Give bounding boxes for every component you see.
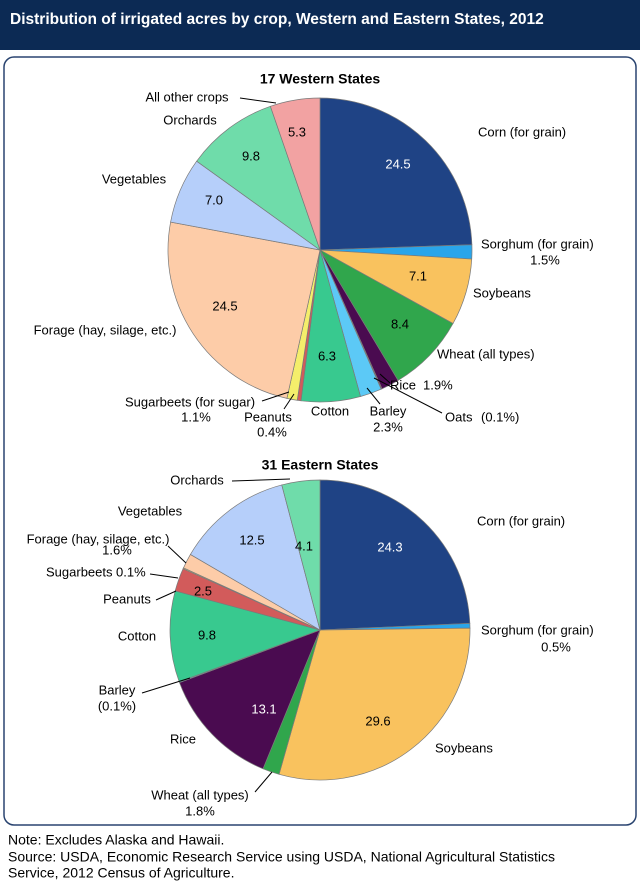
slice-label: Cotton <box>118 628 156 643</box>
value-label: 9.8 <box>242 148 260 163</box>
slice-label: Sugarbeets (for sugar) <box>125 394 255 409</box>
pie-slice <box>196 105 321 251</box>
slice-label: Corn (for grain) <box>477 513 565 528</box>
value-label: 8.4 <box>391 316 409 331</box>
slice-label: Peanuts <box>103 591 151 606</box>
value-label: 0.5% <box>541 639 571 654</box>
value-label: 0.1% <box>116 564 146 579</box>
slice-label: Vegetables <box>118 503 183 518</box>
leader-line <box>149 573 179 579</box>
pie-slice <box>319 97 473 251</box>
slice-label: Rice <box>170 731 196 746</box>
pie-slice <box>278 627 471 781</box>
value-label: 1.6% <box>102 542 132 557</box>
pie-slice <box>189 484 321 631</box>
slice-label: Oats <box>445 409 473 424</box>
header-bar <box>0 0 640 50</box>
value-label: (0.1%) <box>98 698 136 713</box>
leader-line <box>167 545 187 564</box>
value-label: 24.5 <box>212 298 237 313</box>
value-label: 24.5 <box>385 156 410 171</box>
leader-line <box>366 387 381 405</box>
note: Note: Excludes Alaska and Hawaii. <box>8 832 224 848</box>
value-label: 7.0 <box>205 192 223 207</box>
leader-line <box>379 373 391 384</box>
value-label: 24.3 <box>377 539 402 554</box>
leader-line <box>254 771 273 793</box>
pie-slice <box>269 97 321 251</box>
slice-label: Wheat (all types) <box>151 787 249 802</box>
slice-label: Orchards <box>163 112 217 127</box>
slice-label: Rice <box>390 377 416 392</box>
value-label: 5.3 <box>288 124 306 139</box>
leader-line <box>239 97 277 104</box>
slice-label: Corn (for grain) <box>478 124 566 139</box>
leader-line <box>373 377 443 414</box>
slice-label: Peanuts <box>244 409 292 424</box>
slice-label: Orchards <box>170 472 224 487</box>
value-label: 1.9% <box>423 377 453 392</box>
leader-line <box>261 391 290 402</box>
slice-label: Soybeans <box>473 285 531 300</box>
leader-line <box>283 393 295 410</box>
value-label: 1.5% <box>530 252 560 267</box>
source: Source: USDA, Economic Research Service … <box>8 849 555 865</box>
pie-title: 31 Eastern States <box>262 457 379 473</box>
value-label: 0.4% <box>257 424 287 439</box>
value-label: 29.6 <box>365 713 390 728</box>
pie-slice <box>169 590 322 683</box>
pie-title: 17 Western States <box>260 71 381 87</box>
slice-label: Forage (hay, silage, etc.) <box>34 322 177 337</box>
value-label: 12.5 <box>239 532 264 547</box>
slice-label: Sorghum (for grain) <box>481 236 594 251</box>
slice-label: Forage (hay, silage, etc.) <box>27 531 170 546</box>
pie-slice <box>319 479 471 631</box>
slice-label: Wheat (all types) <box>437 346 535 361</box>
source: Service, 2012 Census of Agriculture. <box>8 865 234 881</box>
slice-label: Vegetables <box>102 171 167 186</box>
value-label: 2.5 <box>194 583 212 598</box>
pie-slice <box>281 479 321 631</box>
value-label: 2.3% <box>373 419 403 434</box>
slice-label: Barley <box>99 682 136 697</box>
page-title: Distribution of irrigated acres by crop,… <box>10 11 544 28</box>
pie-slice <box>167 221 321 399</box>
pie-slice <box>179 629 321 770</box>
chart-panel <box>3 56 637 826</box>
value-label: (0.1%) <box>481 409 519 424</box>
value-label: 9.8 <box>198 627 216 642</box>
slice-label: Soybeans <box>435 740 493 755</box>
slice-label: Cotton <box>311 403 349 418</box>
leader-line <box>231 478 291 482</box>
value-label: 13.1 <box>251 701 276 716</box>
slice-label: Barley <box>370 403 407 418</box>
value-label: 1.8% <box>185 803 215 818</box>
leader-line <box>141 677 191 694</box>
value-label: 4.1 <box>295 538 313 553</box>
value-label: 1.1% <box>181 409 211 424</box>
value-label: 6.3 <box>318 348 336 363</box>
slice-label: Sugarbeets <box>46 564 113 579</box>
slice-label: Sorghum (for grain) <box>481 622 594 637</box>
leader-line <box>155 590 177 601</box>
slice-label: All other crops <box>145 89 229 104</box>
value-label: 7.1 <box>409 268 427 283</box>
